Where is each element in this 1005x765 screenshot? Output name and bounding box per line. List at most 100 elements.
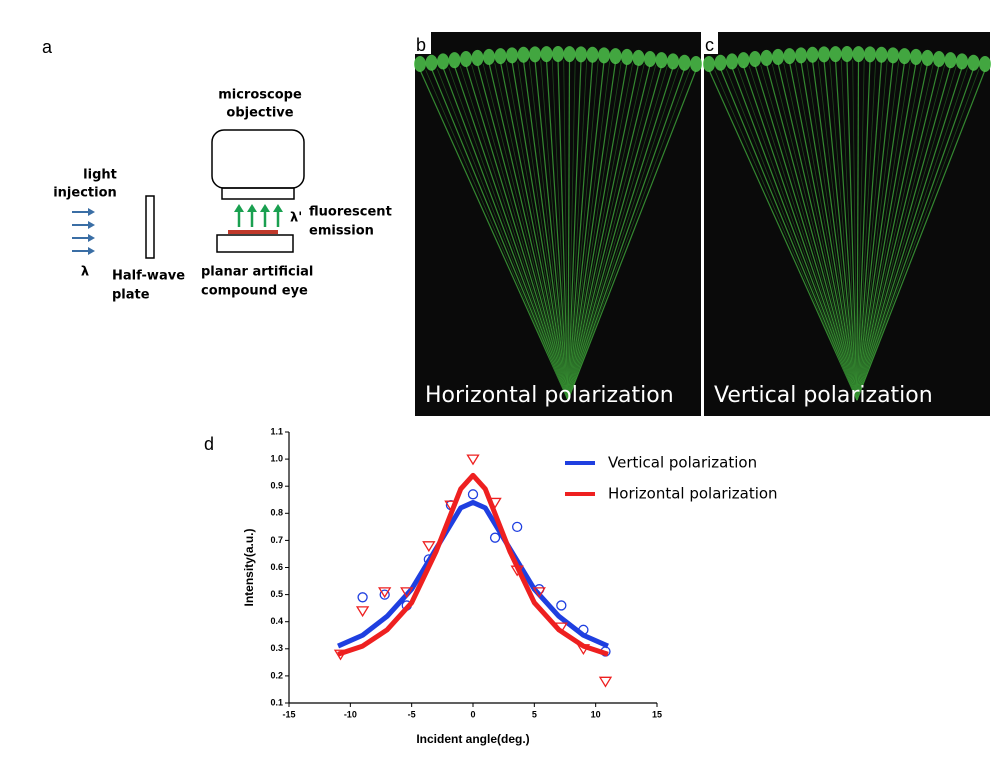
lens xyxy=(632,49,645,66)
waveguide-faint xyxy=(567,63,645,401)
waveguide xyxy=(846,59,858,401)
objective-label: microscope xyxy=(218,88,302,103)
data-point xyxy=(400,587,414,599)
waveguide-faint xyxy=(567,64,657,401)
lens xyxy=(737,52,750,69)
injection-label: light xyxy=(83,168,117,183)
waveguide xyxy=(856,62,917,401)
waveguide xyxy=(856,66,952,401)
data-point xyxy=(512,521,523,532)
waveguide-faint xyxy=(567,62,634,401)
waveguide-faint xyxy=(760,64,858,401)
waveguide-faint xyxy=(540,60,569,401)
waveguide xyxy=(788,61,858,401)
lens xyxy=(414,56,426,72)
lens xyxy=(598,47,610,64)
waveguide xyxy=(856,60,860,401)
waveguide xyxy=(488,62,569,401)
lens xyxy=(644,51,656,67)
lens xyxy=(967,54,980,71)
waveguide xyxy=(567,67,674,401)
waveguide-faint xyxy=(856,68,980,401)
waveguide-faint xyxy=(856,60,865,401)
lens xyxy=(852,46,865,63)
waveguide-faint xyxy=(771,63,858,401)
x-tick-label: 5 xyxy=(532,709,537,719)
waveguide xyxy=(823,60,858,401)
eye-label: compound eye xyxy=(201,284,308,299)
waveguide xyxy=(522,60,569,401)
x-tick-label: 15 xyxy=(652,709,662,719)
waveguide xyxy=(856,60,871,401)
waveguide xyxy=(811,60,858,401)
waveguide xyxy=(465,64,569,401)
lens xyxy=(529,46,541,63)
fit-line xyxy=(337,472,609,657)
substrate xyxy=(216,234,294,253)
waveguide-faint xyxy=(528,60,569,401)
waveguide-faint xyxy=(567,60,599,401)
lens xyxy=(887,47,899,64)
lens xyxy=(933,51,945,67)
data-point xyxy=(489,532,501,543)
lens xyxy=(921,49,934,66)
waveguide-faint xyxy=(567,67,680,401)
plate-label: Half-wave xyxy=(112,269,185,284)
lens xyxy=(506,47,518,64)
waveguide xyxy=(499,61,569,401)
y-tick-label: 0.4 xyxy=(270,616,283,626)
caption: Vertical polarization xyxy=(714,383,933,408)
lens xyxy=(783,48,796,65)
half-wave-plate xyxy=(145,195,155,259)
lens xyxy=(609,48,622,65)
injection-label: injection xyxy=(53,186,117,201)
x-tick-label: -10 xyxy=(344,709,357,719)
waveguide-faint xyxy=(856,60,888,401)
waveguide xyxy=(856,61,894,401)
waveguide xyxy=(856,63,929,401)
waveguide xyxy=(453,65,569,401)
data-point xyxy=(532,587,546,599)
y-tick-label: 1.0 xyxy=(270,453,283,463)
lens xyxy=(425,54,438,71)
waveguide xyxy=(765,63,858,401)
waveguide xyxy=(719,68,858,401)
waveguide-faint xyxy=(567,66,668,401)
waveguide xyxy=(476,63,569,401)
waveguide-faint xyxy=(471,64,569,401)
waveguide-faint xyxy=(725,68,858,401)
waveguide-faint xyxy=(563,59,569,401)
waveguide-faint xyxy=(714,69,858,401)
waveguide-faint xyxy=(436,68,569,401)
waveguide xyxy=(511,61,569,401)
waveguide-faint xyxy=(852,59,858,401)
y-tick-label: 0.2 xyxy=(270,670,283,680)
lens xyxy=(772,48,784,65)
lens xyxy=(795,47,807,64)
y-tick-label: 1.1 xyxy=(270,426,283,436)
waveguide xyxy=(567,61,605,401)
waveguide-faint xyxy=(459,66,569,401)
label-box xyxy=(415,32,431,54)
waveguide-faint xyxy=(856,62,911,401)
waveguide xyxy=(856,68,975,401)
waveguide-faint xyxy=(551,60,569,401)
lens xyxy=(898,48,911,65)
lens xyxy=(864,46,876,63)
x-axis-label: Incident angle(deg.) xyxy=(416,732,529,746)
lens xyxy=(703,56,715,72)
waveguide xyxy=(777,62,858,401)
lens xyxy=(471,49,484,66)
waveguide xyxy=(419,69,569,401)
data-point xyxy=(467,489,479,500)
fit-line xyxy=(337,499,609,649)
y-tick-label: 0.1 xyxy=(270,697,283,707)
panel-label: a xyxy=(42,37,53,57)
waveguide xyxy=(567,60,582,401)
waveguide xyxy=(557,59,569,401)
waveguide-faint xyxy=(567,62,622,401)
lens xyxy=(678,54,691,71)
waveguide-faint xyxy=(856,64,946,401)
waveguide xyxy=(545,60,569,401)
